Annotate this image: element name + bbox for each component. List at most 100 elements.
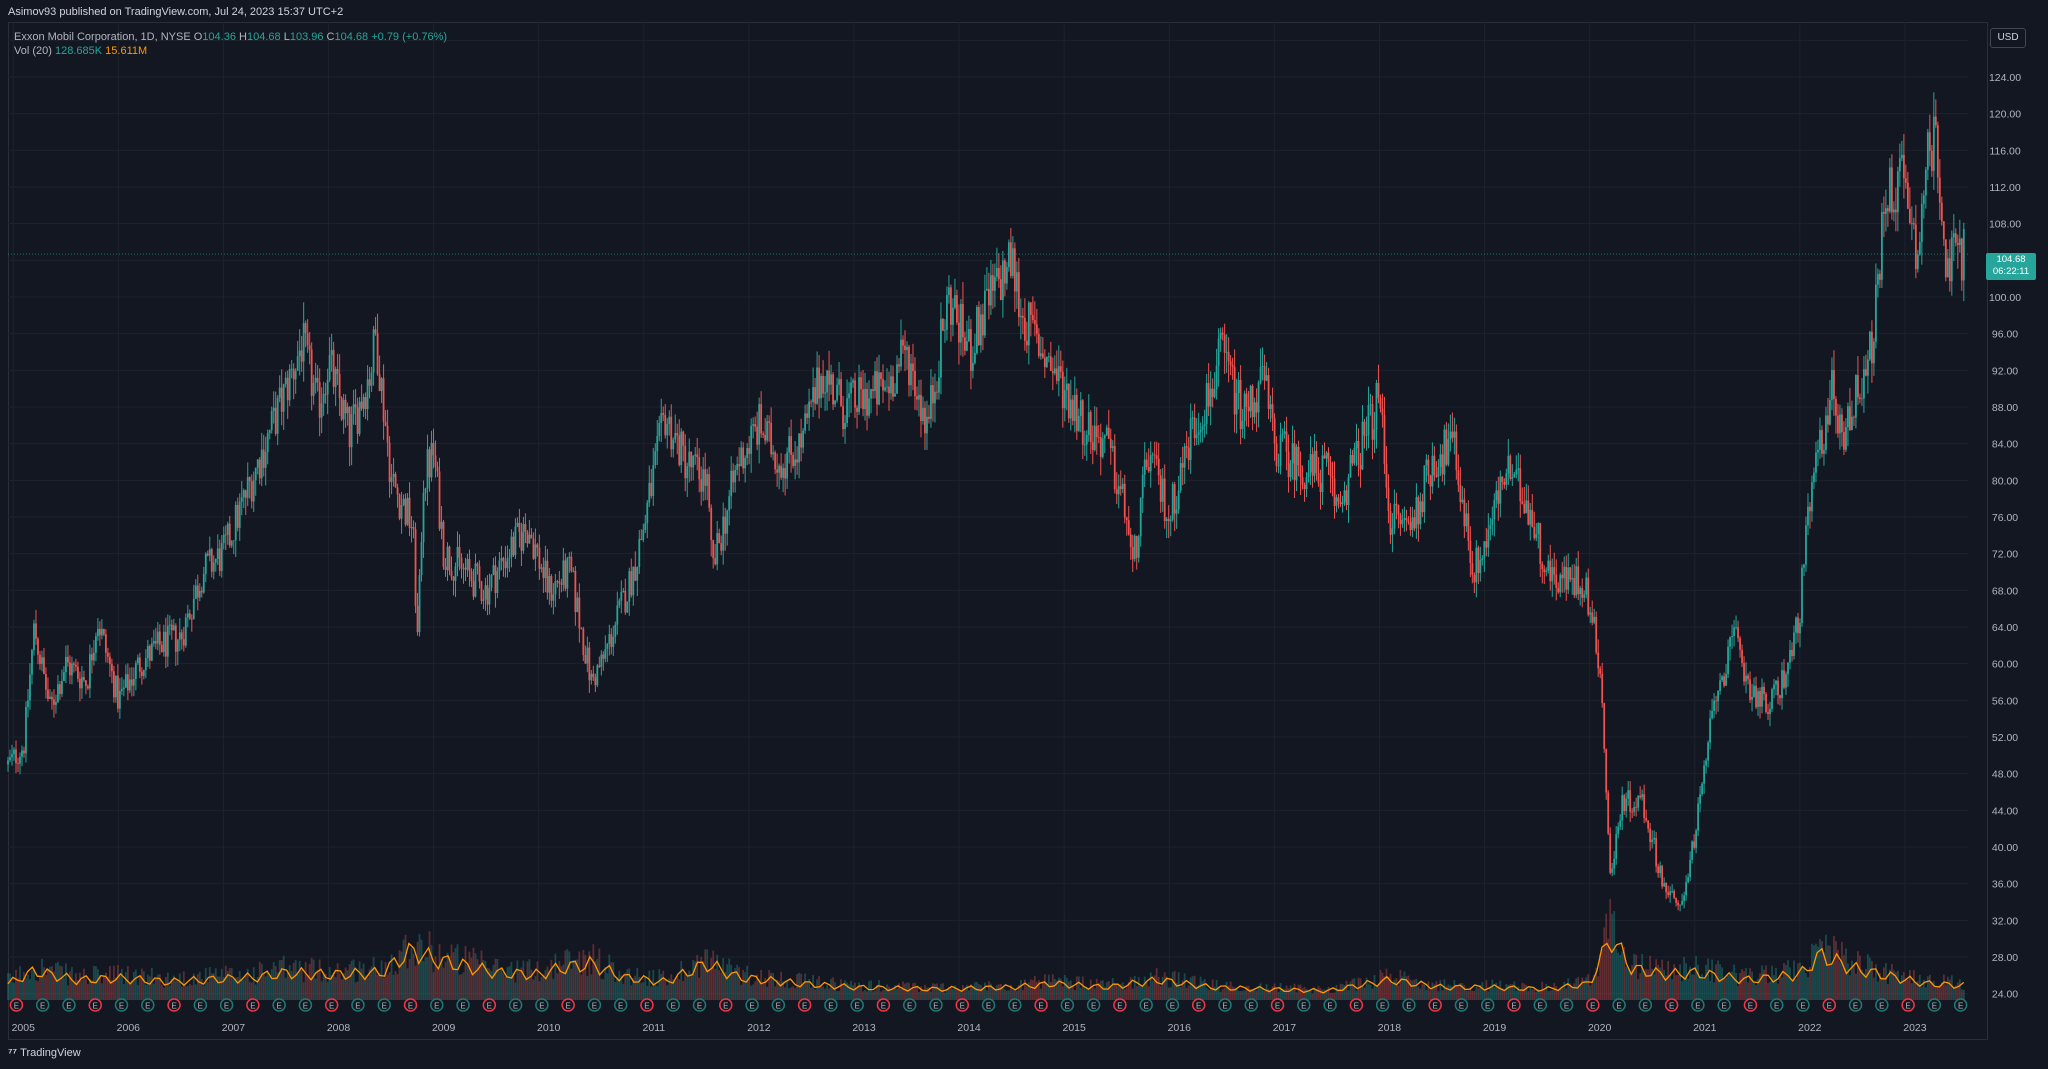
volume-bar — [1663, 970, 1666, 1000]
volume-bar — [1703, 979, 1705, 1000]
volume-bar — [15, 969, 17, 1000]
volume-bar — [314, 978, 317, 1000]
candle-body — [710, 507, 713, 541]
currency-button[interactable]: USD — [1990, 28, 2026, 48]
candle-body — [1581, 588, 1584, 598]
volume-bar — [1187, 985, 1190, 1000]
volume-bar — [1021, 989, 1024, 1000]
volume-bar — [1701, 974, 1703, 1000]
volume-bar — [1699, 976, 1701, 1000]
volume-bar — [1395, 977, 1398, 1000]
volume-bar — [13, 982, 15, 1000]
earnings-marker-glyph: E — [119, 1002, 124, 1011]
candle-body — [1453, 431, 1456, 438]
candle-body — [234, 504, 237, 541]
candle-body — [824, 392, 826, 394]
volume-bar — [1245, 986, 1248, 1000]
volume-bar — [104, 972, 107, 1000]
earnings-marker-glyph: E — [960, 1002, 965, 1011]
volume-bar — [1603, 927, 1606, 1000]
candle-body — [844, 423, 846, 430]
volume-bar — [316, 970, 319, 1000]
candle-body — [1543, 569, 1546, 573]
candle-body — [158, 631, 161, 645]
candle-body — [850, 382, 852, 394]
volume-bar — [194, 984, 197, 1000]
volume-bar — [1101, 980, 1104, 1000]
candle-body — [1771, 689, 1773, 709]
volume-bar — [1361, 986, 1364, 1000]
candle-body — [1085, 434, 1088, 445]
candle-body — [916, 396, 918, 400]
volume-bar — [1217, 988, 1220, 1000]
candle-body — [1057, 366, 1060, 381]
volume-bar — [1453, 980, 1456, 1000]
candle-body — [1393, 503, 1396, 529]
candle-body — [1487, 529, 1490, 548]
volume-bar — [1709, 980, 1711, 1000]
volume-bar — [1894, 972, 1897, 1000]
volume-bar — [180, 986, 183, 1000]
candle-body — [1567, 567, 1570, 590]
earnings-marker-glyph: E — [1459, 1002, 1464, 1011]
volume-bar — [728, 958, 731, 1000]
volume-bar — [278, 960, 281, 1000]
volume-bar — [610, 962, 613, 1000]
candle-body — [508, 557, 511, 559]
volume-bar — [370, 966, 373, 1000]
candle-body — [964, 337, 966, 351]
volume-bar — [27, 974, 29, 1000]
candle-body — [1103, 435, 1106, 439]
volume-bar — [856, 987, 858, 1000]
volume-bar — [684, 972, 687, 1000]
footer — [0, 1040, 2048, 1069]
volume-bar — [930, 991, 932, 1000]
candle-body — [1025, 340, 1028, 346]
candle-body — [424, 488, 427, 493]
volume-bar — [746, 965, 749, 1000]
candle-body — [344, 399, 347, 414]
volume-bar — [1319, 987, 1322, 1000]
volume-bar — [1707, 958, 1709, 1000]
volume-bar — [426, 957, 429, 1000]
volume-bar — [1741, 969, 1743, 1000]
candle-body — [238, 501, 241, 528]
volume-bar — [1405, 976, 1408, 1000]
candle-body — [396, 487, 399, 495]
candle-body — [37, 638, 39, 655]
candle-body — [1781, 670, 1783, 699]
candle-body — [1099, 437, 1102, 457]
candle-body — [1495, 490, 1498, 501]
candle-body — [442, 521, 445, 567]
volume-bar — [1093, 988, 1096, 1000]
candle-body — [932, 385, 934, 404]
candle-body — [1387, 487, 1390, 512]
volume-bar — [640, 982, 643, 1000]
candle-body — [356, 407, 359, 434]
volume-bar — [1519, 989, 1522, 1000]
candle-body — [1249, 385, 1252, 412]
earnings-marker — [1375, 998, 1390, 1012]
candle-body — [1091, 442, 1094, 450]
y-tick-label: 36.00 — [1992, 879, 2018, 891]
volume-bar — [1557, 990, 1560, 1000]
volume-bar — [1275, 989, 1278, 1000]
volume-bar — [67, 985, 69, 1000]
candle-body — [1235, 393, 1238, 415]
candle-body — [554, 581, 557, 595]
volume-bar — [938, 987, 940, 1000]
volume-bar — [1315, 988, 1318, 1000]
earnings-marker-glyph: E — [1117, 1002, 1122, 1011]
earnings-marker-glyph: E — [1038, 1002, 1043, 1011]
volume-bar — [1293, 983, 1296, 1000]
volume-bar — [210, 973, 213, 1000]
volume-bar — [19, 966, 21, 1000]
candle-body — [230, 541, 233, 546]
volume-bar — [140, 968, 143, 1000]
tradingview-logo[interactable]: ⁷⁷ TradingView — [8, 1047, 81, 1059]
volume-bar — [914, 982, 916, 1000]
earnings-marker — [1901, 998, 1915, 1012]
volume-bar — [1367, 983, 1370, 1000]
candle-body — [962, 303, 964, 338]
